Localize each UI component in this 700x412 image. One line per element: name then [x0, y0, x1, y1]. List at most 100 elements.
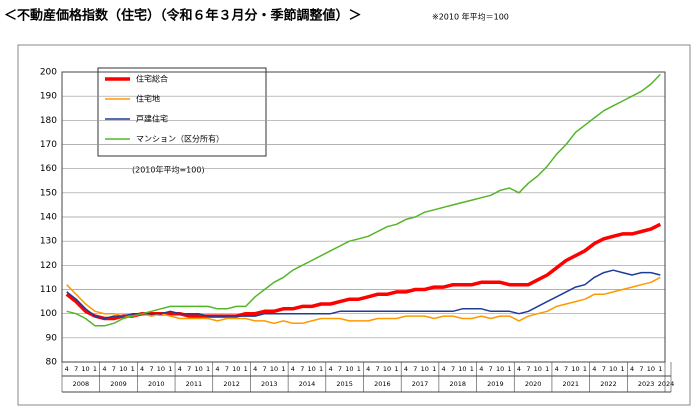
- x-tick-label: 4: [366, 365, 370, 373]
- year-label: 2009: [110, 380, 127, 388]
- x-tick-label: 10: [81, 365, 89, 373]
- y-tick-label: 160: [40, 164, 57, 174]
- series-line: [66, 269, 661, 320]
- y-tick-label: 80: [46, 358, 58, 368]
- series-line: [66, 276, 661, 325]
- year-label: 2014: [299, 380, 316, 388]
- x-tick-label: 10: [496, 365, 504, 373]
- x-tick-label: 7: [489, 365, 493, 373]
- x-tick-label: 10: [345, 365, 353, 373]
- x-tick-label: 7: [338, 365, 342, 373]
- x-tick-label: 4: [140, 365, 144, 373]
- x-tick-label: 4: [517, 365, 521, 373]
- legend-label: マンション（区分所有）: [136, 134, 224, 144]
- y-tick-label: 90: [46, 333, 58, 343]
- x-tick-label: 10: [270, 365, 278, 373]
- frame: [17, 44, 691, 406]
- x-tick-label: 1: [621, 365, 625, 373]
- year-label: 2012: [223, 380, 240, 388]
- x-tick-label: 4: [555, 365, 559, 373]
- x-tick-label: 4: [215, 365, 219, 373]
- x-tick-label: 4: [592, 365, 596, 373]
- x-tick-label: 4: [328, 365, 332, 373]
- series-line: [66, 73, 661, 327]
- y-tick-label: 120: [40, 261, 57, 271]
- x-tick-label: 7: [602, 365, 606, 373]
- year-label: 2013: [261, 380, 278, 388]
- x-tick-label: 10: [194, 365, 202, 373]
- year-label: 2008: [73, 380, 90, 388]
- x-tick-label: 1: [507, 365, 511, 373]
- legend-label: 住宅地: [136, 94, 160, 104]
- y-tick-label: 110: [40, 285, 57, 295]
- legend-label: 戸建住宅: [136, 114, 168, 124]
- x-tick-label: 10: [609, 365, 617, 373]
- x-tick-label: 4: [404, 365, 408, 373]
- x-tick-label: 10: [571, 365, 579, 373]
- x-tick-label: 7: [74, 365, 78, 373]
- x-tick-label: 10: [308, 365, 316, 373]
- x-tick-label: 10: [119, 365, 127, 373]
- x-tick-label: 7: [526, 365, 530, 373]
- x-tick-label: 1: [281, 365, 285, 373]
- y-tick-label: 100: [40, 309, 57, 319]
- x-tick-label: 1: [357, 365, 361, 373]
- year-label: 2023: [638, 380, 655, 388]
- y-tick-label: 170: [40, 140, 57, 150]
- x-tick-label: 1: [470, 365, 474, 373]
- y-tick-label: 180: [40, 116, 57, 126]
- x-tick-label: 1: [206, 365, 210, 373]
- x-tick-label: 7: [187, 365, 191, 373]
- year-label: 2010: [148, 380, 165, 388]
- x-tick-label: 7: [263, 365, 267, 373]
- x-tick-label: 7: [376, 365, 380, 373]
- x-tick-label: 4: [65, 365, 69, 373]
- x-tick-label: 1: [394, 365, 398, 373]
- x-tick-label: 1: [168, 365, 172, 373]
- x-tick-label: 4: [630, 365, 634, 373]
- x-tick-label: 7: [564, 365, 568, 373]
- chart-title: ＜不動産価格指数（住宅）（令和６年３月分・季節調整値）＞: [4, 8, 362, 24]
- x-tick-label: 7: [300, 365, 304, 373]
- series-line: [65, 222, 662, 321]
- year-label: 2022: [600, 380, 617, 388]
- y-tick-label: 130: [40, 237, 57, 247]
- x-tick-label: 4: [253, 365, 257, 373]
- x-tick-label: 10: [458, 365, 466, 373]
- legend-label: 住宅総合: [136, 74, 168, 84]
- year-label: 2017: [412, 380, 429, 388]
- x-tick-label: 4: [178, 365, 182, 373]
- x-tick-label: 7: [639, 365, 643, 373]
- year-label: 2020: [525, 380, 542, 388]
- x-tick-label: 1: [93, 365, 97, 373]
- x-tick-label: 1: [545, 365, 549, 373]
- year-label: 2016: [374, 380, 391, 388]
- y-tick-label: 190: [40, 92, 57, 102]
- x-tick-label: 7: [413, 365, 417, 373]
- x-tick-label: 1: [319, 365, 323, 373]
- x-tick-label: 10: [383, 365, 391, 373]
- x-tick-label: 7: [225, 365, 229, 373]
- x-tick-label: 10: [647, 365, 655, 373]
- year-label: 2011: [186, 380, 203, 388]
- x-tick-label: 7: [149, 365, 153, 373]
- x-tick-label: 1: [583, 365, 587, 373]
- year-label: 2021: [563, 380, 580, 388]
- x-tick-label: 4: [442, 365, 446, 373]
- x-tick-label: 10: [421, 365, 429, 373]
- year-label: 2024: [658, 380, 675, 388]
- x-tick-label: 7: [112, 365, 116, 373]
- x-tick-label: 1: [658, 365, 662, 373]
- x-tick-label: 10: [232, 365, 240, 373]
- x-tick-label: 4: [291, 365, 295, 373]
- y-tick-label: 150: [40, 188, 57, 198]
- x-tick-label: 1: [244, 365, 248, 373]
- note: ※2010 年平均＝100: [432, 12, 509, 22]
- annotation: (2010年平均=100): [132, 165, 205, 175]
- y-tick-label: 140: [40, 213, 57, 223]
- legend-box: [97, 67, 267, 157]
- year-label: 2019: [487, 380, 504, 388]
- year-label: 2018: [449, 380, 466, 388]
- x-tick-label: 10: [157, 365, 165, 373]
